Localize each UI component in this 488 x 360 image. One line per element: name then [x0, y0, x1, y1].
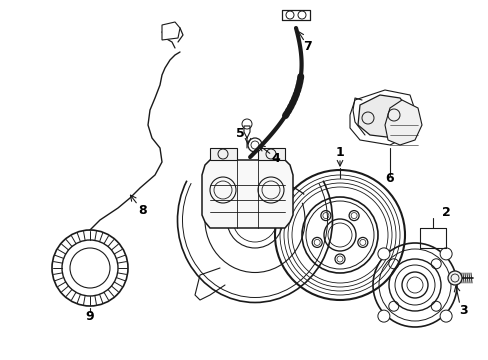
Text: 6: 6 — [385, 171, 393, 185]
Circle shape — [447, 271, 461, 285]
Polygon shape — [349, 90, 414, 145]
Text: 8: 8 — [139, 203, 147, 216]
Text: 3: 3 — [458, 303, 467, 316]
Text: 2: 2 — [441, 206, 449, 219]
Text: 5: 5 — [235, 126, 244, 140]
Circle shape — [377, 310, 389, 322]
Polygon shape — [258, 148, 285, 160]
Polygon shape — [384, 100, 421, 145]
Text: 9: 9 — [85, 310, 94, 323]
Circle shape — [439, 310, 451, 322]
Text: 1: 1 — [335, 145, 344, 158]
Circle shape — [377, 248, 389, 260]
Polygon shape — [357, 95, 407, 138]
Circle shape — [439, 248, 451, 260]
Text: 4: 4 — [271, 152, 280, 165]
Text: 7: 7 — [303, 40, 312, 53]
Polygon shape — [209, 148, 237, 160]
Polygon shape — [202, 160, 292, 228]
Polygon shape — [162, 22, 180, 40]
